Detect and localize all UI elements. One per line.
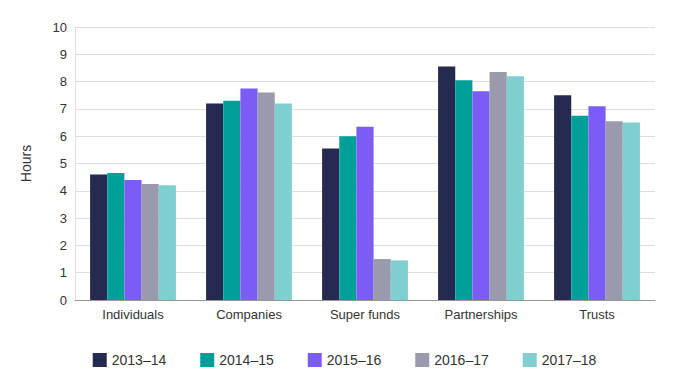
svg-text:Hours: Hours: [18, 145, 34, 182]
svg-text:Individuals: Individuals: [102, 307, 164, 322]
svg-text:6: 6: [60, 129, 67, 144]
svg-text:2: 2: [60, 238, 67, 253]
svg-text:Companies: Companies: [216, 307, 282, 322]
svg-text:2014–15: 2014–15: [219, 352, 274, 368]
svg-text:Partnerships: Partnerships: [445, 307, 518, 322]
svg-text:2017–18: 2017–18: [542, 352, 597, 368]
svg-text:10: 10: [53, 20, 67, 35]
svg-text:5: 5: [60, 156, 67, 171]
svg-text:7: 7: [60, 101, 67, 116]
svg-text:4: 4: [60, 183, 67, 198]
svg-text:3: 3: [60, 211, 67, 226]
svg-text:2013–14: 2013–14: [112, 352, 167, 368]
svg-text:0: 0: [60, 293, 67, 308]
svg-text:2016–17: 2016–17: [434, 352, 489, 368]
svg-text:Trusts: Trusts: [579, 307, 615, 322]
svg-text:Super funds: Super funds: [330, 307, 401, 322]
svg-text:2015–16: 2015–16: [327, 352, 382, 368]
svg-text:9: 9: [60, 47, 67, 62]
svg-text:8: 8: [60, 74, 67, 89]
svg-text:1: 1: [60, 265, 67, 280]
